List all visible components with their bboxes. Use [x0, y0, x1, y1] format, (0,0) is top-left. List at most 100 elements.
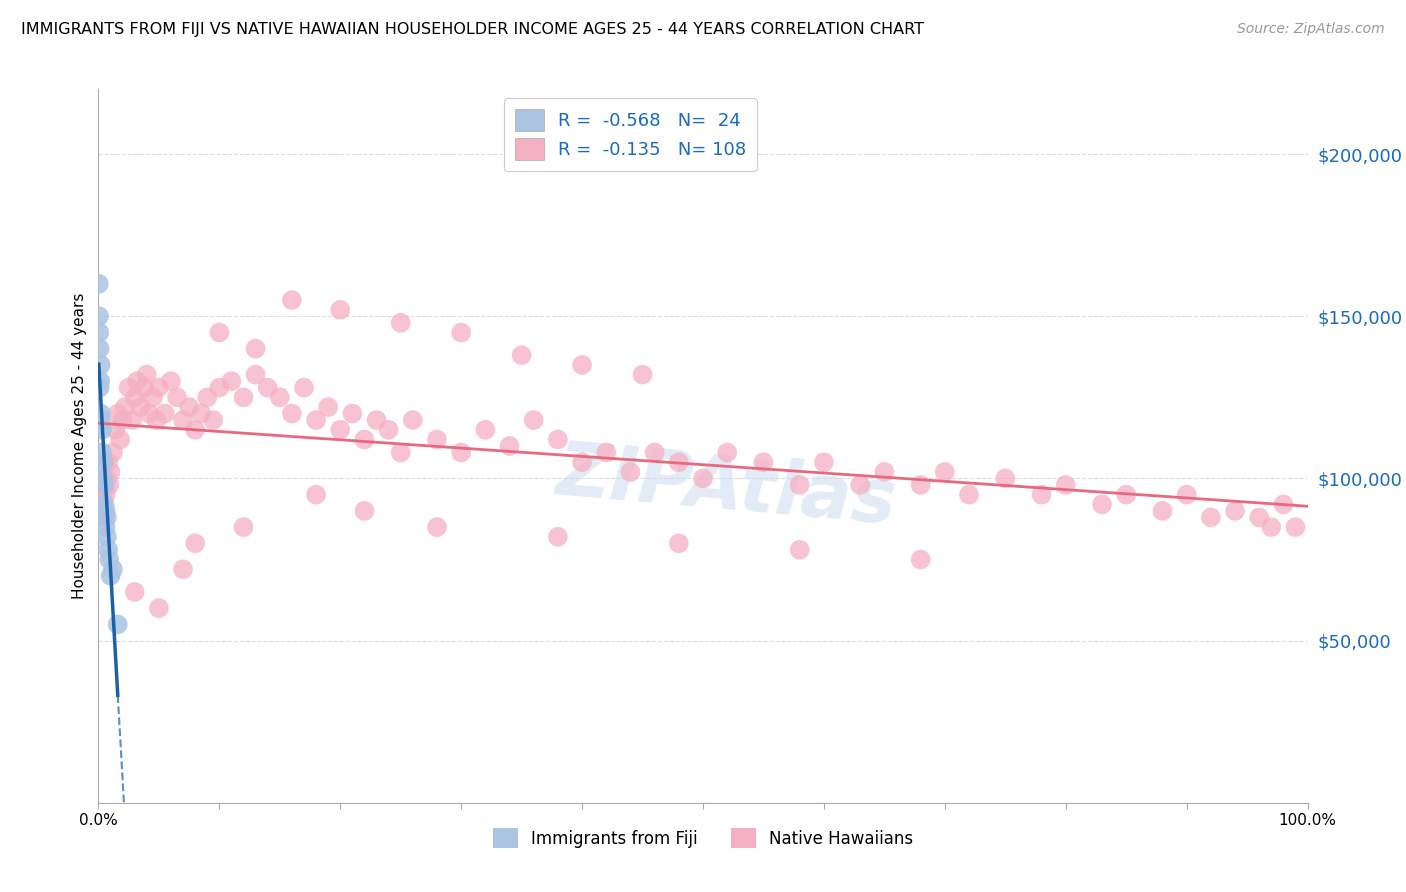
- Point: [789, 542, 811, 557]
- Y-axis label: Householder Income Ages 25 - 44 years: Householder Income Ages 25 - 44 years: [72, 293, 87, 599]
- Point: [668, 455, 690, 469]
- Point: [668, 536, 690, 550]
- Point: [97, 542, 120, 557]
- Point: [190, 407, 212, 421]
- Point: [305, 488, 328, 502]
- Point: [619, 465, 641, 479]
- Point: [426, 433, 449, 447]
- Point: [547, 433, 569, 447]
- Point: [96, 530, 118, 544]
- Point: [100, 465, 122, 479]
- Point: [595, 445, 617, 459]
- Text: ZIPAtlas: ZIPAtlas: [554, 438, 900, 540]
- Point: [172, 562, 194, 576]
- Point: [94, 488, 117, 502]
- Point: [232, 390, 254, 404]
- Point: [98, 552, 121, 566]
- Point: [93, 478, 115, 492]
- Point: [94, 520, 117, 534]
- Point: [994, 471, 1017, 485]
- Point: [245, 368, 267, 382]
- Point: [104, 423, 127, 437]
- Point: [245, 342, 267, 356]
- Point: [98, 478, 121, 492]
- Point: [1152, 504, 1174, 518]
- Point: [957, 488, 980, 502]
- Point: [91, 488, 114, 502]
- Point: [138, 407, 160, 421]
- Point: [474, 423, 496, 437]
- Point: [849, 478, 872, 492]
- Point: [91, 445, 114, 459]
- Point: [135, 368, 157, 382]
- Point: [692, 471, 714, 485]
- Point: [91, 423, 114, 437]
- Point: [873, 465, 896, 479]
- Legend: Immigrants from Fiji, Native Hawaiians: Immigrants from Fiji, Native Hawaiians: [486, 822, 920, 855]
- Point: [910, 552, 932, 566]
- Point: [124, 390, 146, 404]
- Point: [101, 562, 124, 576]
- Point: [96, 471, 118, 485]
- Point: [124, 585, 146, 599]
- Point: [90, 407, 112, 421]
- Point: [281, 407, 304, 421]
- Point: [1199, 510, 1222, 524]
- Point: [269, 390, 291, 404]
- Point: [90, 413, 112, 427]
- Point: [329, 423, 352, 437]
- Point: [232, 520, 254, 534]
- Text: Source: ZipAtlas.com: Source: ZipAtlas.com: [1237, 22, 1385, 37]
- Point: [366, 413, 388, 427]
- Point: [523, 413, 546, 427]
- Point: [716, 445, 738, 459]
- Point: [87, 310, 110, 324]
- Point: [644, 445, 666, 459]
- Point: [353, 433, 375, 447]
- Point: [1115, 488, 1137, 502]
- Point: [221, 374, 243, 388]
- Point: [752, 455, 775, 469]
- Point: [100, 568, 122, 582]
- Point: [93, 497, 115, 511]
- Point: [377, 423, 399, 437]
- Point: [148, 601, 170, 615]
- Point: [87, 277, 110, 291]
- Point: [1260, 520, 1282, 534]
- Point: [89, 381, 111, 395]
- Point: [160, 374, 183, 388]
- Point: [89, 497, 111, 511]
- Point: [91, 471, 114, 485]
- Point: [1272, 497, 1295, 511]
- Point: [316, 400, 339, 414]
- Point: [142, 390, 165, 404]
- Point: [94, 504, 117, 518]
- Point: [101, 445, 124, 459]
- Point: [631, 368, 654, 382]
- Point: [389, 316, 412, 330]
- Point: [498, 439, 520, 453]
- Point: [127, 374, 149, 388]
- Point: [108, 433, 131, 447]
- Point: [256, 381, 278, 395]
- Point: [145, 413, 167, 427]
- Point: [1091, 497, 1114, 511]
- Point: [89, 342, 111, 356]
- Point: [153, 407, 176, 421]
- Point: [118, 381, 141, 395]
- Point: [90, 358, 112, 372]
- Point: [813, 455, 835, 469]
- Point: [202, 413, 225, 427]
- Point: [1249, 510, 1271, 524]
- Point: [342, 407, 364, 421]
- Point: [910, 478, 932, 492]
- Point: [184, 423, 207, 437]
- Point: [450, 326, 472, 340]
- Point: [789, 478, 811, 492]
- Point: [547, 530, 569, 544]
- Point: [1223, 504, 1246, 518]
- Point: [292, 381, 315, 395]
- Point: [510, 348, 533, 362]
- Point: [148, 381, 170, 395]
- Point: [114, 400, 136, 414]
